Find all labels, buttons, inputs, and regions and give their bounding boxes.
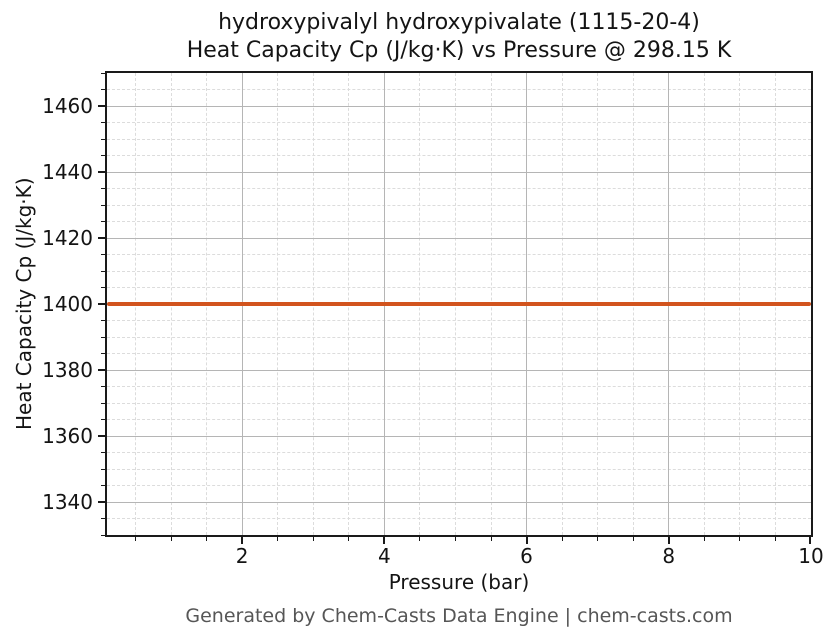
chart-title-line1: hydroxypivalyl hydroxypivalate (1115-20-…	[218, 10, 700, 35]
x-tick-label: 6	[520, 544, 533, 568]
minor-gridline-horizontal	[107, 221, 811, 222]
y-minor-tick	[101, 320, 105, 321]
y-minor-tick	[101, 89, 105, 90]
y-tick-label: 1460	[42, 94, 93, 118]
x-tick-label: 2	[235, 544, 249, 568]
cp-data-line	[107, 302, 811, 306]
major-gridline-horizontal	[107, 237, 811, 239]
y-tick-label: 1440	[42, 160, 93, 184]
x-minor-tick	[277, 537, 279, 541]
x-minor-tick	[774, 537, 776, 541]
y-minor-tick	[101, 188, 105, 189]
minor-gridline-horizontal	[107, 353, 811, 354]
y-tick-label: 1400	[42, 292, 93, 316]
x-minor-tick	[597, 537, 599, 541]
y-minor-tick	[101, 287, 105, 288]
y-minor-tick	[101, 221, 105, 222]
x-minor-tick	[454, 537, 456, 541]
y-major-tick	[98, 237, 105, 239]
y-major-tick	[98, 501, 105, 503]
y-minor-tick	[101, 534, 105, 536]
major-gridline-horizontal	[107, 501, 811, 503]
x-minor-tick	[312, 537, 314, 541]
plot-area: 2 4 6 8 10 1340 1360 1380 1400 1420 1440 1460	[42, 71, 824, 568]
y-tick-label: 1360	[42, 424, 93, 448]
x-major-tick	[383, 537, 386, 544]
y-minor-tick	[101, 402, 105, 404]
x-minor-tick	[170, 537, 172, 541]
x-minor-tick	[348, 537, 350, 541]
minor-gridline-horizontal	[107, 287, 811, 288]
minor-gridline-horizontal	[107, 204, 811, 206]
y-major-tick	[98, 105, 105, 107]
x-minor-tick	[490, 537, 492, 541]
y-minor-tick	[101, 485, 105, 486]
major-gridline-horizontal	[107, 105, 811, 107]
minor-gridline-horizontal	[107, 270, 811, 272]
x-minor-tick	[561, 537, 563, 541]
y-minor-tick	[101, 254, 105, 255]
y-minor-tick	[101, 138, 105, 140]
x-minor-tick	[419, 537, 421, 541]
y-minor-tick	[101, 122, 105, 123]
y-tick-label: 1340	[42, 490, 93, 514]
y-tick-label: 1420	[42, 226, 93, 250]
major-gridline-horizontal	[107, 171, 811, 173]
major-gridline-horizontal	[107, 369, 811, 371]
minor-gridline-horizontal	[107, 254, 811, 255]
x-axis-label: Pressure (bar)	[388, 570, 530, 594]
y-minor-tick	[101, 419, 105, 420]
minor-gridline-horizontal	[107, 468, 811, 470]
x-tick-label: 10	[798, 544, 824, 568]
y-minor-tick	[101, 518, 105, 519]
y-minor-tick	[101, 336, 105, 338]
x-tick-label: 4	[377, 544, 391, 568]
y-minor-tick	[101, 270, 105, 272]
y-minor-tick	[101, 452, 105, 453]
x-minor-tick	[134, 537, 136, 541]
y-major-tick	[98, 303, 105, 305]
minor-gridline-horizontal	[107, 138, 811, 140]
minor-gridline-horizontal	[107, 336, 811, 338]
y-minor-tick	[101, 155, 105, 156]
minor-gridline-horizontal	[107, 320, 811, 321]
y-minor-tick	[101, 204, 105, 206]
minor-gridline-horizontal	[107, 419, 811, 420]
x-major-tick	[809, 537, 811, 544]
minor-gridline-horizontal	[107, 122, 811, 123]
major-gridline-horizontal	[107, 435, 811, 437]
minor-gridline-horizontal	[107, 386, 811, 387]
x-minor-tick	[632, 537, 634, 541]
chart-title: hydroxypivalyl hydroxypivalate (1115-20-…	[105, 9, 813, 65]
minor-gridline-horizontal	[107, 89, 811, 90]
x-major-tick	[667, 537, 670, 544]
watermark-text: Generated by Chem-Casts Data Engine | ch…	[185, 605, 733, 627]
x-minor-tick	[739, 537, 741, 541]
y-minor-tick	[101, 353, 105, 354]
minor-gridline-horizontal	[107, 518, 811, 519]
y-major-tick	[98, 171, 105, 173]
x-major-tick	[525, 537, 528, 544]
y-minor-tick	[101, 468, 105, 470]
minor-gridline-horizontal	[107, 155, 811, 156]
y-major-tick	[98, 369, 105, 371]
x-major-tick	[241, 537, 244, 544]
x-minor-tick	[206, 537, 208, 541]
minor-gridline-horizontal	[107, 485, 811, 486]
minor-gridline-horizontal	[107, 188, 811, 189]
x-tick-label: 8	[662, 544, 676, 568]
y-minor-tick	[101, 72, 105, 74]
chart-title-line2: Heat Capacity Cp (J/kg·K) vs Pressure @ …	[186, 38, 732, 63]
minor-gridline-horizontal	[107, 402, 811, 404]
y-minor-tick	[101, 386, 105, 387]
x-minor-tick	[703, 537, 705, 541]
minor-gridline-horizontal	[107, 452, 811, 453]
y-major-tick	[98, 435, 105, 437]
y-tick-label: 1380	[42, 358, 93, 382]
